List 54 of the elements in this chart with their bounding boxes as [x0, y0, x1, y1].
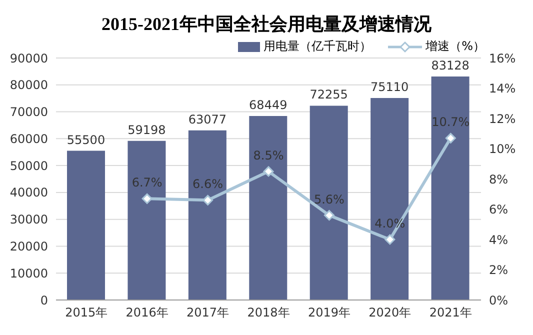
y-tick-label: 60000 — [10, 132, 48, 146]
y-tick-label: 20000 — [10, 239, 48, 254]
point — [445, 132, 456, 144]
x-tick-label: 2020年 — [368, 306, 412, 320]
y2-tick-label: 4% — [489, 232, 508, 247]
y-tick-label: 70000 — [10, 105, 48, 120]
y-tick-label: 40000 — [10, 186, 48, 200]
y-tick-label: 10000 — [10, 266, 48, 280]
x-tick-label: 2018年 — [247, 306, 290, 320]
point — [263, 166, 274, 177]
data-label: 6.6% — [192, 177, 224, 192]
bar — [310, 106, 348, 300]
data-label: 59198 — [128, 122, 166, 137]
y2-tick-label: 12% — [489, 112, 516, 126]
y-tick-label: 90000 — [10, 51, 48, 66]
legend-label: 用电量（亿千瓦时） — [264, 38, 372, 55]
y-tick-label: 0 — [40, 293, 48, 308]
data-label: 5.6% — [314, 192, 344, 206]
y2-tick-label: 2% — [489, 263, 508, 278]
data-label: 55500 — [66, 132, 106, 147]
bar — [431, 76, 470, 300]
data-label: 83128 — [431, 58, 470, 72]
x-tick-label: 2017年 — [186, 306, 230, 320]
chart-title: 2015-2021年中国全社会用电量及增速情况 — [100, 13, 432, 36]
y2-tick-label: 8% — [489, 172, 508, 186]
data-label: 72255 — [310, 88, 348, 102]
x-tick-label: 2021年 — [429, 306, 472, 320]
point — [384, 234, 396, 245]
bar — [188, 130, 226, 300]
bar — [128, 140, 166, 300]
x-tick-label: 2019年 — [308, 306, 350, 320]
point — [324, 210, 334, 221]
y2-tick-label: 6% — [489, 202, 508, 217]
data-label: 8.5% — [253, 148, 284, 162]
legend-label: 增速（%） — [426, 38, 485, 55]
point — [202, 194, 214, 206]
data-label: 63077 — [188, 112, 227, 126]
y2-tick-label: 10% — [489, 142, 516, 156]
y-tick-label: 80000 — [10, 78, 48, 92]
data-label: 10.7% — [432, 115, 470, 130]
x-tick-label: 2016年 — [126, 306, 168, 320]
data-label: 6.7% — [132, 176, 162, 190]
y-tick-label: 50000 — [10, 158, 48, 173]
y2-tick-label: 0% — [489, 293, 508, 308]
bar — [67, 150, 105, 300]
bar — [249, 116, 288, 300]
y2-tick-label: 14% — [489, 82, 516, 96]
x-tick-label: 2015年 — [65, 306, 108, 320]
data-label: 75110 — [370, 80, 409, 94]
point — [142, 193, 152, 204]
y2-tick-label: 16% — [489, 51, 516, 66]
data-label: 68449 — [249, 98, 288, 112]
y-tick-label: 30000 — [10, 212, 48, 227]
bar — [370, 98, 409, 300]
